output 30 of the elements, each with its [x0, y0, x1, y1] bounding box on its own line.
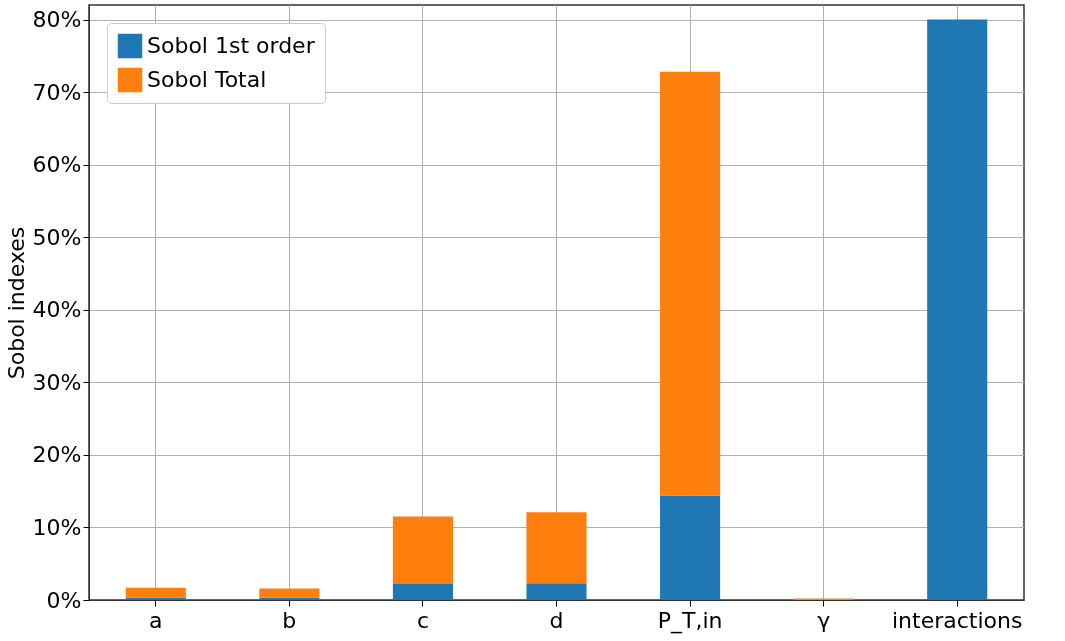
x-tick-label: γ — [817, 607, 831, 633]
bar — [660, 71, 721, 496]
bar — [392, 516, 453, 585]
bar — [125, 587, 186, 598]
y-tick-label: 20% — [32, 442, 82, 468]
x-tick-label: P_T,in — [657, 607, 723, 634]
y-tick-label: 30% — [32, 369, 82, 395]
y-tick-label: 10% — [32, 514, 82, 540]
y-tick-label: 70% — [32, 79, 82, 105]
legend-label: Sobol 1st order — [147, 33, 316, 58]
bar — [526, 583, 587, 600]
y-tick-label: 40% — [32, 297, 82, 323]
bar — [660, 495, 721, 600]
bar — [927, 19, 988, 600]
y-tick-label: 0% — [46, 587, 82, 613]
x-tick-label: interactions — [891, 607, 1023, 633]
y-tick-label: 80% — [32, 7, 82, 33]
x-tick-label: d — [549, 607, 564, 633]
y-axis-title: Sobol indexes — [3, 226, 29, 380]
bar — [125, 597, 186, 600]
x-tick-label: c — [416, 607, 429, 633]
x-tick-label: b — [282, 607, 297, 633]
legend-label: Sobol Total — [147, 67, 267, 92]
y-tick-label: 60% — [32, 152, 82, 178]
y-tick-label: 50% — [32, 224, 82, 250]
bar — [259, 588, 320, 598]
x-tick-label: a — [149, 607, 163, 633]
bar — [392, 584, 453, 600]
bar — [526, 512, 587, 584]
bar — [259, 597, 320, 600]
